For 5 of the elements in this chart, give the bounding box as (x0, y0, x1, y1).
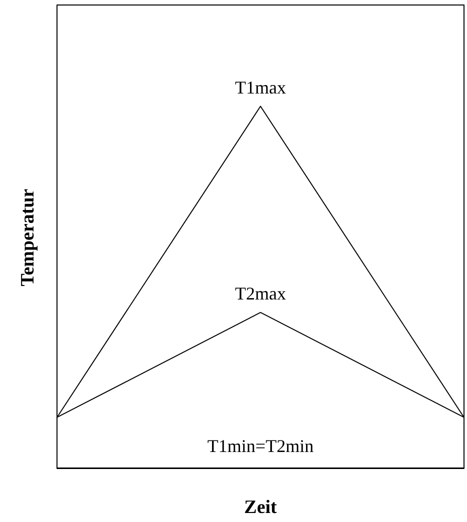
y-axis-title: Temperatur (18, 188, 38, 286)
annotation: T2max (235, 283, 286, 304)
x-axis-title: Zeit (244, 497, 278, 518)
annotation: T1max (235, 77, 286, 98)
annotation: T1min=T2min (207, 436, 314, 456)
